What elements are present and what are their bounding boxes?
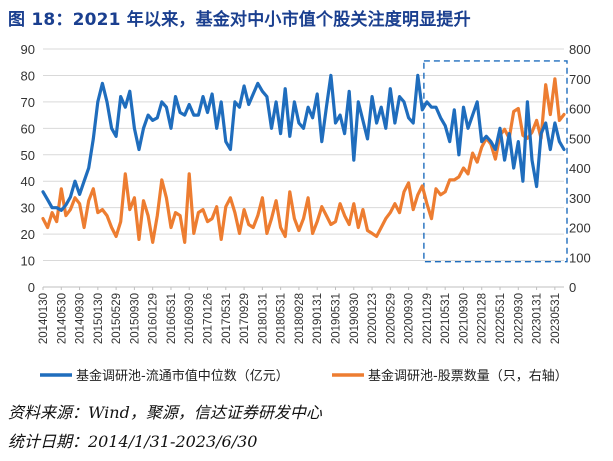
x-tick-label: 20230131 <box>532 293 544 344</box>
highlight-box <box>423 60 568 263</box>
period-note: 统计日期：2014/1/31-2023/6/30 <box>8 432 258 451</box>
x-axis-ticks: 20140130 20140530 20140930 20150130 20150529… <box>38 287 562 344</box>
right-tick-label: 100 <box>569 250 591 265</box>
x-tick-label: 20210930 <box>458 293 470 344</box>
left-tick-label: 20 <box>21 227 35 242</box>
x-tick-label: 20160531 <box>166 293 178 344</box>
left-tick-label: 10 <box>21 254 35 269</box>
series-market-cap-median <box>41 73 566 212</box>
x-tick-label: 20190531 <box>330 293 342 344</box>
x-tick-label: 20220531 <box>495 293 507 344</box>
x-tick-label: 20180928 <box>294 293 306 344</box>
chart-title: 图 18：2021 年以来，基金对中小市值个股关注度明显提升 <box>8 10 471 30</box>
right-tick-label: 0 <box>569 280 576 295</box>
source-note: 资料来源：Wind，聚源，信达证券研发中心 <box>8 403 322 422</box>
legend: 基金调研池-流通市值中位数（亿元） 基金调研池-股票数量（只，右轴） <box>40 368 568 384</box>
series-stock-count <box>41 77 566 244</box>
x-tick-label: 20170929 <box>239 293 251 344</box>
left-tick-label: 50 <box>21 148 35 163</box>
x-tick-label: 20190131 <box>312 293 324 344</box>
x-tick-label: 20170126 <box>203 293 215 344</box>
x-tick-label: 20230531 <box>550 293 562 344</box>
left-tick-label: 40 <box>21 174 35 189</box>
right-tick-label: 500 <box>569 131 591 146</box>
gridlines <box>43 48 564 288</box>
right-tick-label: 600 <box>569 102 591 117</box>
x-tick-label: 20180131 <box>257 293 269 344</box>
right-tick-label: 400 <box>569 161 591 176</box>
x-tick-label: 20150130 <box>93 293 105 344</box>
left-tick-label: 60 <box>21 121 35 136</box>
left-tick-label: 0 <box>28 280 35 295</box>
left-axis-ticks: 0 10 20 30 40 50 60 70 80 90 <box>21 42 35 295</box>
x-tick-label: 20140530 <box>56 293 68 344</box>
series-line-market-cap <box>41 73 566 212</box>
right-tick-label: 800 <box>569 42 591 57</box>
x-tick-label: 20220128 <box>477 293 489 344</box>
x-tick-label: 20150529 <box>111 293 123 344</box>
x-tick-label: 20200123 <box>367 293 379 344</box>
x-tick-label: 20210129 <box>422 293 434 344</box>
left-tick-label: 70 <box>21 95 35 110</box>
left-tick-label: 30 <box>21 201 35 216</box>
series-line-stock-count <box>41 77 566 244</box>
x-tick-label: 20200930 <box>404 293 416 344</box>
highlight-rect <box>423 60 568 263</box>
right-axis-ticks: 0 100 200 300 400 500 600 700 800 <box>569 42 591 295</box>
legend-label-orange: 基金调研池-股票数量（只，右轴） <box>368 368 568 384</box>
x-tick-label: 20200529 <box>385 293 397 344</box>
x-tick-label: 20180531 <box>276 293 288 344</box>
left-tick-label: 80 <box>21 68 35 83</box>
right-tick-label: 200 <box>569 221 591 236</box>
x-tick-label: 20160129 <box>148 293 160 344</box>
left-tick-label: 90 <box>21 42 35 57</box>
x-tick-label: 20140930 <box>75 293 87 344</box>
legend-label-blue: 基金调研池-流通市值中位数（亿元） <box>76 368 289 384</box>
right-tick-label: 300 <box>569 191 591 206</box>
x-tick-label: 20150930 <box>129 293 141 344</box>
x-tick-label: 20220930 <box>513 293 525 344</box>
x-tick-label: 20170531 <box>221 293 233 344</box>
x-tick-label: 20190930 <box>349 293 361 344</box>
x-tick-label: 20160930 <box>184 293 196 344</box>
right-tick-label: 700 <box>569 72 591 87</box>
x-tick-label: 20210531 <box>440 293 452 344</box>
x-tick-label: 20140130 <box>38 293 50 344</box>
